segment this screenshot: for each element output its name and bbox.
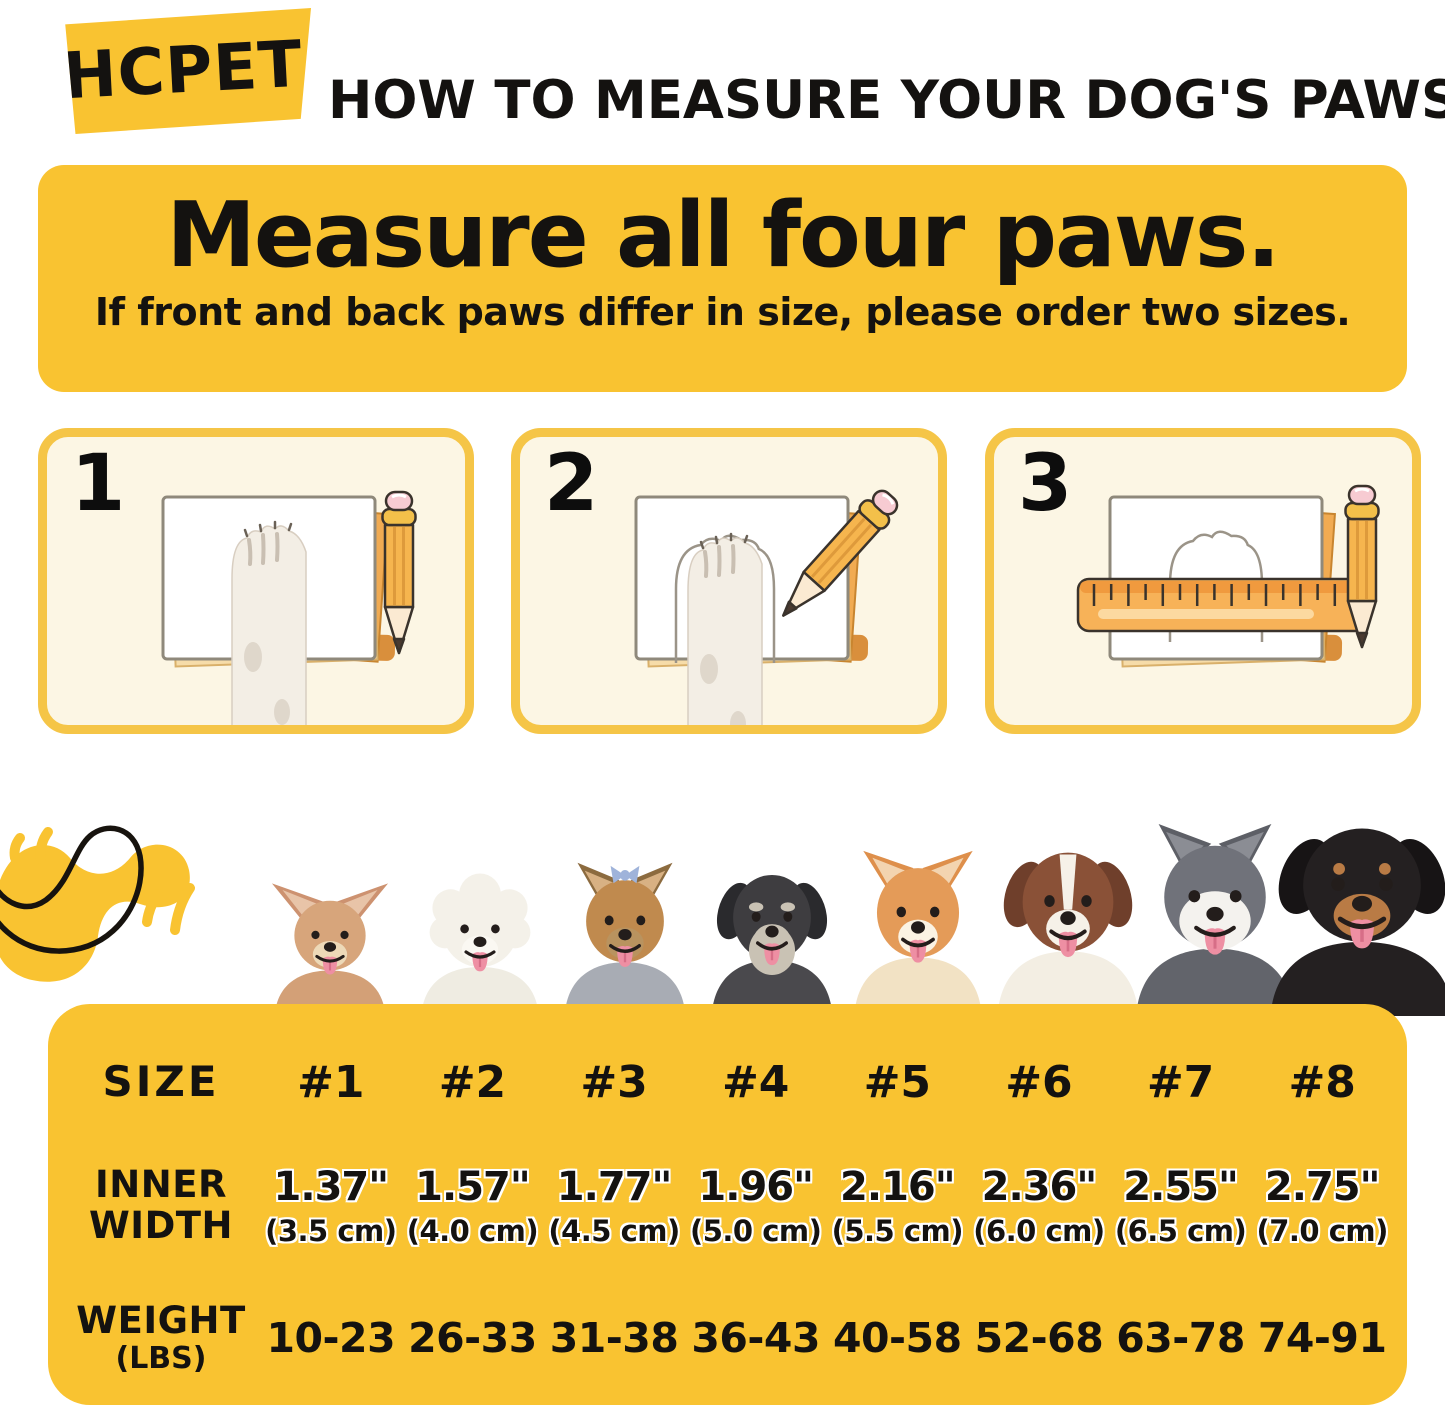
- trace-paw-illustration: [520, 437, 938, 725]
- inner-width-value: 1.37" (3.5 cm): [260, 1164, 402, 1248]
- inner-width-inches: 1.37": [273, 1164, 390, 1210]
- inner-width-label-line2: WIDTH: [89, 1204, 233, 1247]
- page-title: HOW TO MEASURE YOUR DOG'S PAWS: [328, 69, 1445, 131]
- weight-value: 10-23: [266, 1314, 396, 1362]
- inner-width-label-line1: INNER: [95, 1163, 227, 1207]
- inner-width-inches: 1.57": [415, 1164, 531, 1210]
- dog-bichon-frise: [410, 872, 550, 1016]
- australian-shepherd-photo: [997, 852, 1139, 1016]
- weight-value: 26-33: [408, 1314, 537, 1362]
- weight-value: 74-91: [1257, 1314, 1387, 1362]
- brand-logo: HCPET: [65, 8, 311, 134]
- row-size: SIZE #1 #2 #3 #4 #5 #6 #7 #8: [62, 1034, 1393, 1130]
- step-number: 2: [544, 439, 599, 529]
- step-card-3: 3: [985, 428, 1421, 734]
- inner-width-value: 2.36" (6.0 cm): [968, 1164, 1110, 1248]
- step-card-2: 2: [511, 428, 947, 734]
- inner-width-cm: (5.5 cm): [831, 1214, 964, 1248]
- dog-yorkshire-terrier: [553, 858, 697, 1016]
- yorkshire-terrier-photo: [564, 862, 686, 1016]
- inner-width-inches: 2.36": [981, 1164, 1098, 1210]
- weight-value: 31-38: [549, 1314, 679, 1362]
- inner-width-value: 1.77" (4.5 cm): [543, 1164, 685, 1248]
- inner-width-cm: (4.5 cm): [548, 1214, 680, 1248]
- weight-label-line1: WEIGHT: [76, 1299, 246, 1343]
- inner-width-cm: (4.0 cm): [406, 1214, 539, 1248]
- size-value: #2: [438, 1056, 507, 1108]
- squiggle-icon: [0, 825, 195, 982]
- size-value: #7: [1146, 1056, 1215, 1108]
- inner-width-cm: (5.0 cm): [689, 1214, 822, 1248]
- inner-width-cm: (7.0 cm): [1256, 1214, 1388, 1248]
- inner-width-inches: 2.16": [840, 1164, 956, 1210]
- banner-subtitle: If front and back paws differ in size, p…: [94, 289, 1351, 334]
- inner-width-inches: 1.77": [556, 1164, 673, 1210]
- row-inner-width: INNER WIDTH 1.37" (3.5 cm) 1.57" (4.0 cm) 1.…: [62, 1130, 1393, 1282]
- size-value: #3: [580, 1056, 648, 1108]
- squiggle-decoration: [0, 812, 220, 997]
- ruler-measure-illustration: [994, 437, 1412, 725]
- dog-chihuahua: [264, 882, 396, 1016]
- dog-shiba-inu: [842, 844, 994, 1016]
- inner-width-row-label: INNER WIDTH: [62, 1165, 260, 1246]
- inner-width-value: 1.57" (4.0 cm): [402, 1164, 544, 1248]
- size-row-label: SIZE: [102, 1056, 220, 1106]
- size-value: #6: [1005, 1056, 1073, 1108]
- miniature-schnauzer-photo: [711, 874, 833, 1016]
- size-value: #5: [863, 1056, 932, 1108]
- step-card-1: 1: [38, 428, 474, 734]
- inner-width-inches: 1.96": [698, 1164, 814, 1210]
- rottweiler-photo: [1270, 828, 1445, 1016]
- weight-row-label: WEIGHT (LBS): [62, 1299, 260, 1376]
- size-value: #8: [1288, 1056, 1356, 1108]
- weight-label-line2: (LBS): [115, 1340, 207, 1376]
- inner-width-value: 1.96" (5.0 cm): [685, 1164, 827, 1248]
- size-chart-table: SIZE #1 #2 #3 #4 #5 #6 #7 #8 INNER WIDTH 1.37" (…: [48, 1004, 1407, 1405]
- inner-width-cm: (3.5 cm): [265, 1214, 397, 1248]
- shiba-inu-photo: [854, 850, 982, 1016]
- weight-value: 40-58: [832, 1314, 962, 1362]
- bichon-frise-photo: [421, 873, 539, 1016]
- step-number: 3: [1018, 439, 1073, 529]
- size-value: #4: [721, 1056, 790, 1108]
- inner-width-value: 2.75" (7.0 cm): [1251, 1164, 1393, 1248]
- dog-miniature-schnauzer: [700, 852, 844, 1016]
- banner-title: Measure all four paws.: [166, 183, 1280, 288]
- dog-australian-shepherd: [984, 826, 1152, 1016]
- alaskan-malamute-photo: [1136, 823, 1294, 1016]
- weight-value: 52-68: [974, 1314, 1104, 1362]
- row-weight: WEIGHT (LBS) 10-23 26-33 31-38 36-43 40-58 52…: [62, 1282, 1393, 1394]
- dog-rottweiler: [1253, 798, 1445, 1016]
- weight-value: 36-43: [691, 1314, 820, 1362]
- inner-width-cm: (6.0 cm): [973, 1214, 1105, 1248]
- inner-width-inches: 2.55": [1123, 1164, 1239, 1210]
- inner-width-inches: 2.75": [1264, 1164, 1381, 1210]
- paw-on-paper-illustration: [47, 437, 465, 725]
- dog-alaskan-malamute: [1121, 818, 1309, 1016]
- inner-width-value: 2.16" (5.5 cm): [827, 1164, 969, 1248]
- weight-value: 63-78: [1116, 1314, 1245, 1362]
- inner-width-cm: (6.5 cm): [1114, 1214, 1247, 1248]
- chihuahua-photo: [271, 883, 389, 1016]
- measure-banner: Measure all four paws. If front and back…: [38, 165, 1407, 392]
- inner-width-value: 2.55" (6.5 cm): [1110, 1164, 1252, 1248]
- size-value: #1: [297, 1056, 365, 1108]
- step-number: 1: [71, 439, 126, 529]
